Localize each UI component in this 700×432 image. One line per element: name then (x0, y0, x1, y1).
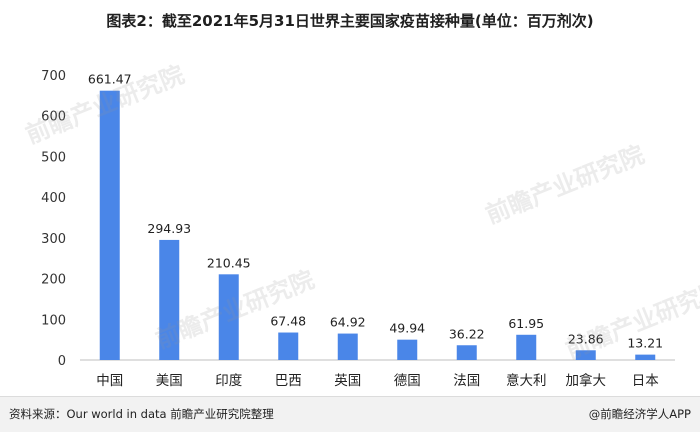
bar-1 (99, 90, 120, 360)
data-label: 13.21 (627, 336, 663, 351)
x-tick-label: 德国 (394, 373, 421, 389)
x-tick-label: 印度 (215, 373, 242, 389)
y-tick-label: 700 (41, 69, 66, 84)
x-tick-label: 法国 (453, 373, 480, 389)
bar-2 (159, 239, 180, 360)
footer: 资料来源：Our world in data 前瞻产业研究院整理 @前瞻经济学人… (0, 396, 700, 432)
bar-7 (456, 345, 477, 360)
chart-title: 图表2：截至2021年5月31日世界主要国家疫苗接种量(单位：百万剂次) (106, 12, 594, 30)
x-tick-label: 美国 (156, 373, 183, 389)
x-tick-label: 英国 (334, 372, 361, 389)
y-tick-label: 300 (41, 232, 66, 247)
bar-chart: 0 100 200 300 400 500 600 700 661.47 中国 294.93 美国 21… (41, 69, 675, 389)
bar-9 (575, 350, 596, 360)
bar-10 (635, 354, 656, 360)
bar-6 (397, 339, 418, 360)
x-tick-label: 日本 (632, 373, 660, 389)
y-tick-label: 0 (58, 354, 66, 369)
data-label: 64.92 (330, 315, 366, 330)
data-label: 294.93 (147, 221, 191, 236)
y-tick-label: 100 (41, 313, 66, 328)
data-label: 61.95 (508, 316, 544, 331)
x-tick-label: 意大利 (506, 372, 547, 389)
bar-4 (278, 332, 299, 360)
source-note: 资料来源：Our world in data 前瞻产业研究院整理 (9, 407, 274, 421)
data-label: 210.45 (207, 255, 251, 270)
data-label: 67.48 (270, 314, 306, 329)
brand-credit: @前瞻经济学人APP (588, 407, 691, 421)
y-tick-label: 200 (41, 273, 66, 288)
data-label: 23.86 (568, 331, 604, 346)
data-label: 661.47 (88, 72, 132, 87)
x-tick-label: 巴西 (275, 373, 302, 389)
data-label: 36.22 (449, 326, 485, 341)
bar-8 (516, 334, 537, 360)
x-tick-label: 中国 (96, 373, 123, 389)
y-tick-label: 600 (41, 110, 66, 125)
y-tick-label: 500 (41, 150, 66, 165)
data-label: 49.94 (389, 321, 425, 336)
y-tick-label: 400 (41, 191, 66, 206)
x-tick-label: 加拿大 (566, 372, 607, 389)
bar-5 (337, 333, 358, 360)
bar-3 (218, 274, 239, 360)
